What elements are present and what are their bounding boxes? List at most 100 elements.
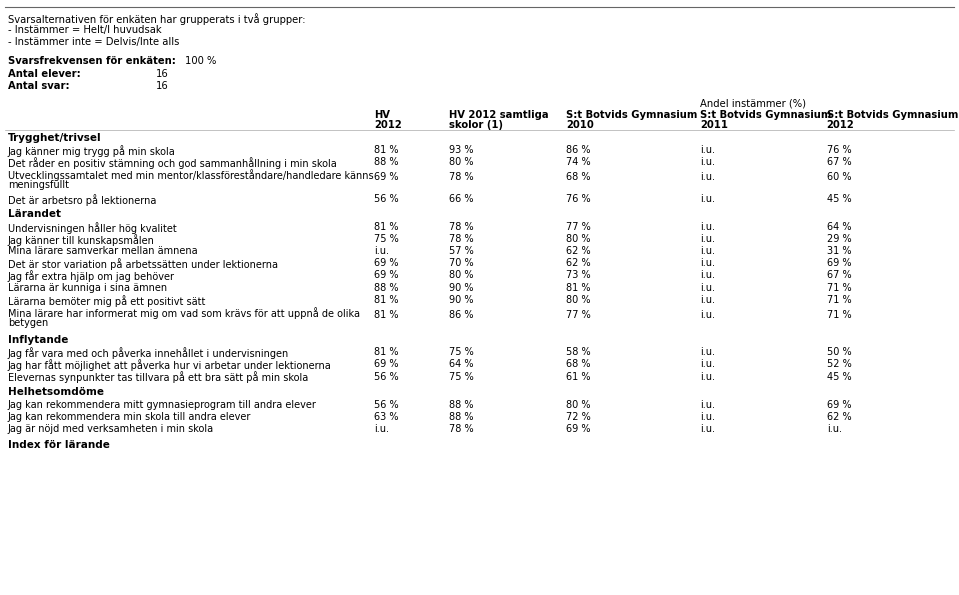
Text: - Instämmer inte = Delvis/Inte alls: - Instämmer inte = Delvis/Inte alls <box>8 37 179 47</box>
Text: HV: HV <box>374 110 390 120</box>
Text: i.u.: i.u. <box>700 246 715 256</box>
Text: 71 %: 71 % <box>827 295 852 305</box>
Text: Undervisningen håller hög kvalitet: Undervisningen håller hög kvalitet <box>8 222 176 234</box>
Text: 16: 16 <box>156 81 169 91</box>
Text: i.u.: i.u. <box>700 222 715 231</box>
Text: 90 %: 90 % <box>449 295 474 305</box>
Text: Antal elever:: Antal elever: <box>8 69 81 79</box>
Text: 75 %: 75 % <box>449 371 474 381</box>
Text: 80 %: 80 % <box>566 295 591 305</box>
Text: 69 %: 69 % <box>374 172 399 182</box>
Text: i.u.: i.u. <box>700 270 715 280</box>
Text: i.u.: i.u. <box>374 424 389 434</box>
Text: 50 %: 50 % <box>827 347 852 357</box>
Text: 88 %: 88 % <box>374 157 399 167</box>
Text: Jag känner till kunskapsmålen: Jag känner till kunskapsmålen <box>8 234 154 246</box>
Text: 88 %: 88 % <box>374 283 399 293</box>
Text: 75 %: 75 % <box>449 347 474 357</box>
Text: Jag kan rekommendera mitt gymnasieprogram till andra elever: Jag kan rekommendera mitt gymnasieprogra… <box>8 400 316 409</box>
Text: Antal svar:: Antal svar: <box>8 81 69 91</box>
Text: 76 %: 76 % <box>566 194 591 203</box>
Text: 71 %: 71 % <box>827 310 852 320</box>
Text: 81 %: 81 % <box>374 295 399 305</box>
Text: 64 %: 64 % <box>827 222 852 231</box>
Text: 2010: 2010 <box>566 120 594 130</box>
Text: Det råder en positiv stämning och god sammanhållning i min skola: Det råder en positiv stämning och god sa… <box>8 157 337 169</box>
Text: Elevernas synpunkter tas tillvara på ett bra sätt på min skola: Elevernas synpunkter tas tillvara på ett… <box>8 371 308 384</box>
Text: 57 %: 57 % <box>449 246 474 256</box>
Text: Trygghet/trivsel: Trygghet/trivsel <box>8 133 102 143</box>
Text: Mina lärare har informerat mig om vad som krävs för att uppnå de olika: Mina lärare har informerat mig om vad so… <box>8 307 360 319</box>
Text: 81 %: 81 % <box>374 310 399 320</box>
Text: 93 %: 93 % <box>449 145 474 155</box>
Text: 73 %: 73 % <box>566 270 591 280</box>
Text: Jag får vara med och påverka innehållet i undervisningen: Jag får vara med och påverka innehållet … <box>8 347 289 359</box>
Text: 80 %: 80 % <box>449 157 474 167</box>
Text: Det är arbetsro på lektionerna: Det är arbetsro på lektionerna <box>8 194 156 206</box>
Text: 63 %: 63 % <box>374 412 399 422</box>
Text: i.u.: i.u. <box>700 145 715 155</box>
Text: Svarsfrekvensen för enkäten:: Svarsfrekvensen för enkäten: <box>8 56 179 66</box>
Text: Jag kan rekommendera min skola till andra elever: Jag kan rekommendera min skola till andr… <box>8 412 251 422</box>
Text: 76 %: 76 % <box>827 145 852 155</box>
Text: 100 %: 100 % <box>185 56 217 66</box>
Text: S:t Botvids Gymnasium: S:t Botvids Gymnasium <box>700 110 831 120</box>
Text: i.u.: i.u. <box>700 310 715 320</box>
Text: 60 %: 60 % <box>827 172 852 182</box>
Text: 69 %: 69 % <box>374 359 399 369</box>
Text: 31 %: 31 % <box>827 246 852 256</box>
Text: i.u.: i.u. <box>700 371 715 381</box>
Text: 45 %: 45 % <box>827 194 852 203</box>
Text: skolor (1): skolor (1) <box>449 120 503 130</box>
Text: Lärarna bemöter mig på ett positivt sätt: Lärarna bemöter mig på ett positivt sätt <box>8 295 205 307</box>
Text: i.u.: i.u. <box>700 283 715 293</box>
Text: Jag får extra hjälp om jag behöver: Jag får extra hjälp om jag behöver <box>8 270 175 283</box>
Text: Andel instämmer (%): Andel instämmer (%) <box>700 99 806 109</box>
Text: 80 %: 80 % <box>566 234 591 244</box>
Text: i.u.: i.u. <box>700 400 715 409</box>
Text: i.u.: i.u. <box>700 157 715 167</box>
Text: 78 %: 78 % <box>449 234 474 244</box>
Text: 61 %: 61 % <box>566 371 591 381</box>
Text: 80 %: 80 % <box>449 270 474 280</box>
Text: HV 2012 samtliga: HV 2012 samtliga <box>449 110 549 120</box>
Text: 88 %: 88 % <box>449 400 474 409</box>
Text: Jag känner mig trygg på min skola: Jag känner mig trygg på min skola <box>8 145 175 157</box>
Text: 78 %: 78 % <box>449 424 474 434</box>
Text: 52 %: 52 % <box>827 359 852 369</box>
Text: S:t Botvids Gymnasium: S:t Botvids Gymnasium <box>566 110 697 120</box>
Text: 62 %: 62 % <box>566 246 591 256</box>
Text: 77 %: 77 % <box>566 222 591 231</box>
Text: 80 %: 80 % <box>566 400 591 409</box>
Text: i.u.: i.u. <box>700 295 715 305</box>
Text: 64 %: 64 % <box>449 359 474 369</box>
Text: 86 %: 86 % <box>566 145 591 155</box>
Text: 67 %: 67 % <box>827 157 852 167</box>
Text: 56 %: 56 % <box>374 400 399 409</box>
Text: i.u.: i.u. <box>700 172 715 182</box>
Text: 62 %: 62 % <box>566 258 591 268</box>
Text: 2012: 2012 <box>374 120 402 130</box>
Text: 58 %: 58 % <box>566 347 591 357</box>
Text: Inflytande: Inflytande <box>8 335 68 345</box>
Text: Jag är nöjd med verksamheten i min skola: Jag är nöjd med verksamheten i min skola <box>8 424 214 434</box>
Text: 77 %: 77 % <box>566 310 591 320</box>
Text: 70 %: 70 % <box>449 258 474 268</box>
Text: Svarsalternativen för enkäten har grupperats i två grupper:: Svarsalternativen för enkäten har gruppe… <box>8 13 305 25</box>
Text: meningsfullt: meningsfullt <box>8 180 69 190</box>
Text: 68 %: 68 % <box>566 172 591 182</box>
Text: i.u.: i.u. <box>700 412 715 422</box>
Text: 81 %: 81 % <box>374 145 399 155</box>
Text: i.u.: i.u. <box>700 234 715 244</box>
Text: 81 %: 81 % <box>374 347 399 357</box>
Text: 81 %: 81 % <box>566 283 591 293</box>
Text: 29 %: 29 % <box>827 234 852 244</box>
Text: i.u.: i.u. <box>700 194 715 203</box>
Text: Det är stor variation på arbetssätten under lektionerna: Det är stor variation på arbetssätten un… <box>8 258 278 270</box>
Text: 69 %: 69 % <box>374 258 399 268</box>
Text: 78 %: 78 % <box>449 172 474 182</box>
Text: 56 %: 56 % <box>374 194 399 203</box>
Text: Index för lärande: Index för lärande <box>8 440 109 450</box>
Text: 86 %: 86 % <box>449 310 474 320</box>
Text: - Instämmer = Helt/I huvudsak: - Instämmer = Helt/I huvudsak <box>8 25 161 35</box>
